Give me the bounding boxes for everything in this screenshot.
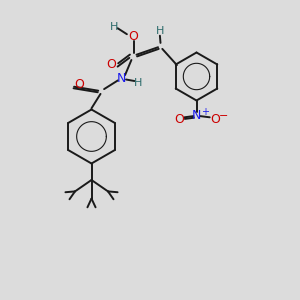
Text: O: O [129,29,138,43]
Text: H: H [156,26,165,37]
Text: +: + [202,107,209,117]
Text: O: O [75,77,84,91]
Text: N: N [117,71,126,85]
Text: O: O [107,58,116,71]
Text: N: N [192,109,201,122]
Text: −: − [219,110,228,121]
Text: O: O [210,112,220,126]
Text: O: O [174,112,184,126]
Text: H: H [110,22,118,32]
Text: H: H [134,77,142,88]
